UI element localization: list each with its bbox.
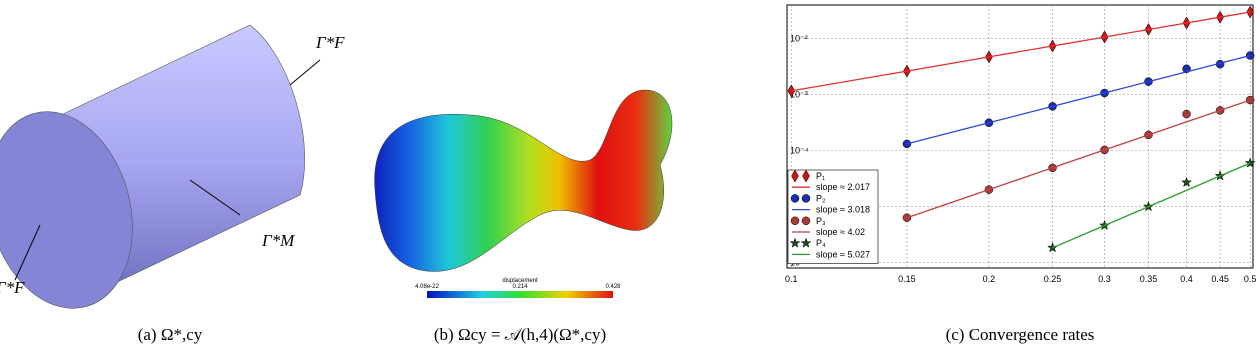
- marker: [802, 169, 810, 183]
- marker: [790, 216, 800, 226]
- x-tick-label: 0.25: [1044, 274, 1062, 284]
- x-tick-label: 0.45: [1211, 274, 1229, 284]
- fit-line: [791, 11, 1251, 92]
- colorbar-title: displacement: [502, 278, 538, 284]
- marker: [789, 237, 801, 248]
- deformed-shape: [374, 89, 673, 298]
- caption: (b) Ωcy = 𝒜(h,4)(Ω*,cy): [434, 325, 606, 344]
- colorbar-label: 0.214: [512, 284, 528, 290]
- legend-label: P₃: [816, 216, 826, 226]
- y-tick-label: 10⁻⁴: [790, 146, 809, 156]
- boundary-label: Γ*F: [315, 33, 345, 52]
- colorbar-label: 0.428: [605, 284, 621, 290]
- fit-line: [1052, 162, 1251, 249]
- legend-label: slope ≈ 4.02: [816, 227, 865, 237]
- fit-line: [906, 99, 1251, 219]
- legend-box: [787, 169, 879, 264]
- fit-line: [906, 54, 1251, 145]
- boundary-label: Γ*F: [0, 278, 25, 297]
- marker: [1244, 157, 1256, 168]
- x-tick-label: 0.4: [1180, 274, 1193, 284]
- marker: [790, 194, 800, 203]
- x-tick-label: 0.35: [1140, 274, 1158, 284]
- x-tick-label: 0.15: [898, 274, 916, 284]
- x-tick-label: 0.1: [785, 274, 798, 284]
- x-tick-label: 0.2: [983, 274, 996, 284]
- legend-label: P₁: [816, 171, 825, 181]
- marker: [1181, 176, 1193, 188]
- legend-label: slope ≈ 5.027: [816, 249, 870, 259]
- legend-label: slope ≈ 3.018: [816, 205, 870, 215]
- colorbar-label: 4.08e-22: [415, 284, 439, 290]
- cylinder-illustration: [0, 24, 321, 309]
- marker: [801, 216, 811, 226]
- x-tick-label: 0.5: [1244, 274, 1257, 284]
- y-tick-label: 10⁻³: [790, 90, 808, 100]
- x-tick-label: 0.3: [1098, 274, 1111, 284]
- legend-label: slope ≈ 2.017: [816, 182, 870, 192]
- caption: (c) Convergence rates: [946, 325, 1095, 344]
- marker: [1182, 109, 1191, 119]
- boundary-label: Γ*M: [261, 231, 295, 250]
- marker: [801, 194, 811, 203]
- marker: [800, 237, 812, 248]
- y-tick-label: 10⁻²: [790, 34, 808, 44]
- legend-label: P₄: [816, 238, 826, 248]
- caption: (a) Ω*,cy: [138, 325, 203, 344]
- marker: [791, 169, 799, 183]
- legend-label: P₂: [816, 193, 826, 203]
